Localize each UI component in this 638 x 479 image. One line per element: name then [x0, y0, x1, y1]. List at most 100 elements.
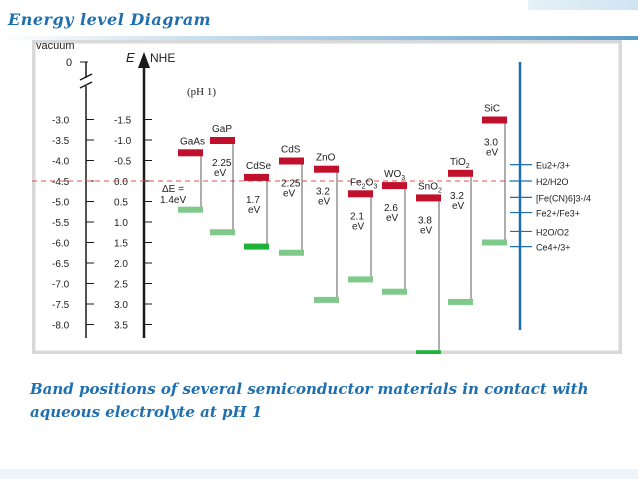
nhe-scale-label: 1.5 [114, 239, 128, 250]
band-gap-unit: eV [283, 189, 296, 200]
nhe-scale-label: -1.5 [114, 116, 132, 127]
conduction-band-bar [210, 137, 235, 144]
conduction-band-bar [178, 149, 203, 157]
band-gap-value: 1.7 [246, 195, 260, 206]
figure-caption: Band positions of several semiconductor … [30, 380, 589, 421]
band-gap-value: 3.8 [418, 215, 432, 226]
valence-band-bar [314, 296, 339, 303]
energy-diagram: vacuum 0 E NHE (pH 1) -3.0 -3.5 -4.0 -4.5 -5.0 -5.… [32, 40, 622, 354]
redox-label: [Fe(CN)6]3-/4 [536, 193, 591, 203]
material-wo3: WO3 2.6eV [382, 169, 407, 295]
material-sic: SiC 3.0eV [482, 104, 507, 246]
band-gap-unit: eV [420, 225, 433, 236]
ph-note: (pH 1) [187, 86, 216, 98]
title-underline [0, 36, 638, 40]
conduction-band-bar [482, 116, 507, 124]
left-scale-label: -4.5 [52, 177, 70, 188]
redox-label: Fe2+/Fe3+ [536, 209, 580, 219]
valence-band-bar [348, 276, 373, 283]
left-scale-label: -5.5 [52, 218, 70, 229]
nhe-scale-label: 3.0 [114, 300, 128, 311]
material-name: Fe2O3 [350, 177, 377, 190]
material-cdse: CdSe 1.7eV [244, 161, 271, 250]
redox-couple: H2O/O2 [510, 227, 569, 237]
material-name: SnO2 [418, 181, 442, 194]
redox-label: Ce4+/3+ [536, 243, 571, 253]
valence-band-bar [382, 288, 407, 295]
material-zno: ZnO 3.2eV [314, 153, 339, 303]
nhe-scale-label: 3.5 [114, 321, 128, 332]
nhe-scale-label: -1.0 [114, 136, 132, 147]
nhe-scale-label: 0.5 [114, 198, 128, 209]
band-gap-value: 3.0 [484, 138, 498, 149]
conduction-band-bar [244, 173, 269, 181]
material-name: ZnO [316, 153, 336, 164]
conduction-band-bar [448, 169, 473, 177]
left-scale-label: -6.0 [52, 239, 70, 250]
material-fe2o3: Fe2O3 2.1eV [348, 177, 377, 283]
redox-couple: Fe2+/Fe3+ [510, 209, 580, 219]
material-name: TiO2 [450, 157, 470, 170]
band-gap-value: 2.1 [350, 211, 364, 222]
redox-label: H2O/O2 [536, 227, 569, 237]
nhe-scale-label: 1.0 [114, 218, 128, 229]
conduction-band-bar [348, 190, 373, 198]
nhe-scale-label: 2.5 [114, 280, 128, 291]
valence-band-bar [448, 298, 473, 305]
slide-title: Energy level Diagram [8, 10, 212, 29]
band-gap-unit: eV [386, 213, 399, 224]
left-scale-label: -3.5 [52, 136, 70, 147]
band-gap-value: 3.2 [316, 187, 330, 198]
vacuum-zero-label: 0 [66, 57, 72, 69]
bottom-band [0, 469, 638, 479]
material-name: CdS [281, 145, 301, 156]
redox-label: H2/H2O [536, 177, 569, 187]
conduction-band-bar [382, 182, 407, 190]
left-scale-label: -5.0 [52, 198, 70, 209]
material-name: SiC [484, 104, 500, 115]
material-name: WO3 [384, 169, 405, 182]
valence-band-bar [210, 229, 235, 236]
left-scale-label: -6.5 [52, 259, 70, 270]
valence-band-bar [482, 239, 507, 246]
material-name: CdSe [246, 161, 271, 172]
redox-couple: Ce4+/3+ [510, 243, 571, 253]
nhe-axis-arrow [138, 52, 150, 68]
band-gap-value: 2.25 [281, 179, 301, 190]
material-gaas: GaAs [178, 136, 205, 213]
material-sno2: SnO2 3.8eV [416, 181, 442, 354]
redox-couple: [Fe(CN)6]3-/4 [510, 193, 591, 203]
left-scale-label: -8.0 [52, 321, 70, 332]
corner-accent [528, 0, 638, 10]
left-scale-label: -7.5 [52, 300, 70, 311]
axis-break-mark [79, 73, 93, 89]
conduction-band-bar [416, 194, 441, 202]
left-scale-label: -4.0 [52, 157, 70, 168]
nhe-axis-label: NHE [150, 51, 175, 65]
band-gap-unit: eV [452, 201, 465, 212]
delta-e-value: 1.4eV [160, 195, 186, 206]
material-name: GaAs [180, 136, 205, 147]
e-axis-label: E [126, 50, 135, 65]
valence-band-bar [178, 206, 203, 213]
nhe-scale-label: 2.0 [114, 259, 128, 270]
band-gap-value: 2.25 [212, 158, 232, 169]
valence-band-bar [279, 249, 304, 256]
redox-label: Eu2+/3+ [536, 161, 570, 171]
band-gap-value: 2.6 [384, 203, 398, 214]
nhe-scale-label: 0.0 [114, 177, 128, 188]
material-name: GaP [212, 124, 232, 135]
nhe-scale-label: -0.5 [114, 157, 132, 168]
vacuum-label: vacuum [36, 40, 75, 52]
material-tio2: TiO2 3.2eV [448, 157, 473, 305]
redox-couple: Eu2+/3+ [510, 161, 570, 171]
band-gap-unit: eV [352, 221, 365, 232]
left-scale-label: -3.0 [52, 116, 70, 127]
band-gap-unit: eV [318, 197, 331, 208]
band-gap-value: 3.2 [450, 191, 464, 202]
conduction-band-bar [279, 157, 304, 165]
redox-couple: H2/H2O [510, 177, 569, 187]
energy-diagram-svg: vacuum 0 E NHE (pH 1) -3.0 -3.5 -4.0 -4.5 -5.0 -5.… [32, 40, 622, 354]
